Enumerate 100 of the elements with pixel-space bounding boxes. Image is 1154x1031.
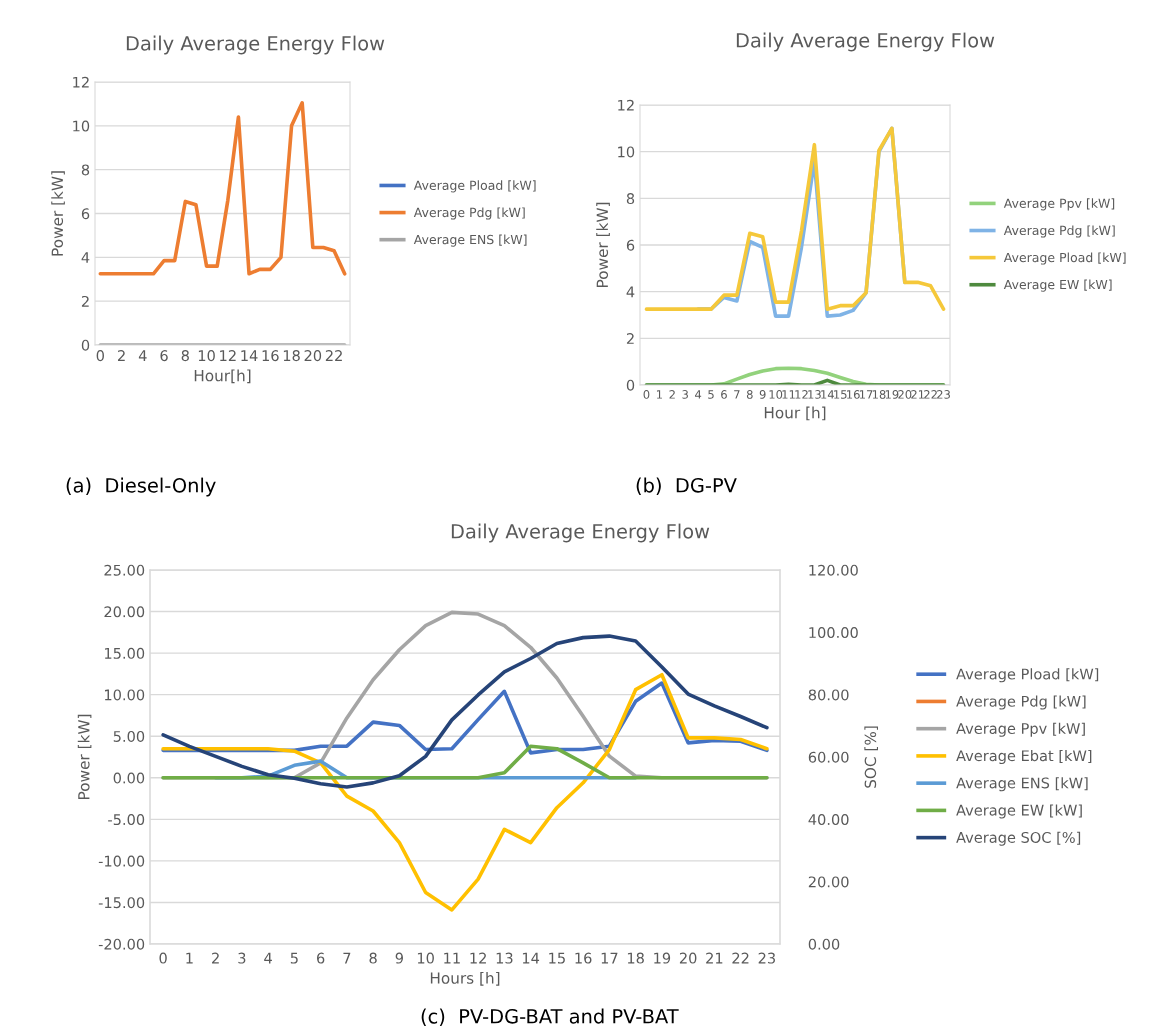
legend-label: Average SOC [%] (956, 831, 1081, 846)
legend-label: Average ENS [kW] (413, 234, 527, 247)
legend-label: Average Ppv [kW] (956, 722, 1085, 737)
x-tick-label: 2 (669, 390, 675, 399)
x-tick-label: 18 (283, 350, 300, 362)
y-tick-label: 8 (81, 164, 90, 176)
x-tick-label: 20 (304, 350, 322, 362)
x-tick-label: 5 (290, 952, 298, 964)
x-tick-label: 0 (159, 952, 167, 964)
y-axis-title: Power [kW] (77, 714, 92, 799)
y-tick-label: 6 (81, 208, 90, 220)
line-series (644, 126, 946, 311)
y-tick-label: 6 (626, 239, 635, 251)
x-tick-label: 0 (643, 390, 650, 399)
y-tick-label: -10.00 (98, 855, 145, 867)
x-tick-label: 9 (759, 390, 766, 399)
x-tick-label: 15 (549, 952, 565, 964)
x-tick-label: 8 (181, 350, 189, 362)
x-tick-label: 19 (654, 952, 671, 964)
chart-title: Daily Average Energy Flow (451, 523, 710, 543)
legend-label: Average EW [kW] (956, 804, 1082, 819)
y2-tick-label: 40.00 (808, 814, 849, 826)
x-tick-label: 4 (695, 390, 702, 399)
x-tick-label: 6 (721, 390, 727, 399)
legend-label: Average Pdg [kW] (1003, 225, 1115, 238)
y-tick-label: 10 (618, 146, 635, 158)
y-tick-label: 2 (626, 333, 634, 344)
x-tick-label: 16 (575, 952, 592, 964)
x-tick-label: 15 (834, 390, 847, 399)
y-tick-label: 8 (626, 193, 635, 205)
chart-title: Daily Average Energy Flow (736, 32, 995, 52)
x-tick-label: 11 (782, 390, 795, 399)
y-tick-label: 20.00 (104, 606, 145, 618)
x-tick-label: 20 (679, 952, 697, 964)
x-axis-title: Hour [h] (764, 406, 826, 421)
x-tick-label: 1 (186, 952, 193, 964)
line-series (98, 101, 347, 276)
x-tick-label: 16 (847, 390, 860, 399)
y-tick-label: 0 (626, 379, 635, 391)
x-tick-label: 19 (885, 390, 899, 399)
x-tick-label: 9 (395, 952, 403, 964)
x-tick-label: 6 (317, 952, 325, 964)
line-series (161, 744, 769, 780)
x-tick-label: 16 (262, 350, 279, 362)
x-tick-label: 6 (160, 350, 168, 362)
y-tick-label: 10.00 (104, 689, 145, 701)
x-tick-label: 11 (444, 952, 460, 964)
y2-tick-label: 20.00 (808, 876, 849, 888)
y-tick-label: 0 (81, 339, 90, 351)
y-tick-label: 10 (73, 120, 90, 132)
legend-label: Average Ppv [kW] (1003, 198, 1115, 211)
chart-title: Daily Average Energy Flow (126, 35, 385, 55)
y-tick-label: 4 (626, 286, 635, 298)
y-tick-label: 12 (618, 99, 634, 111)
y2-tick-label: 0.00 (808, 938, 840, 950)
y-tick-label: 5.00 (113, 730, 145, 742)
y-axis-title: Power [kW] (51, 171, 65, 256)
x-tick-label: 7 (343, 952, 351, 964)
y-tick-label: -15.00 (98, 897, 145, 909)
x-tick-label: 17 (601, 952, 618, 964)
y2-tick-label: 80.00 (808, 689, 849, 701)
x-tick-label: 22 (732, 952, 749, 964)
x-tick-label: 8 (746, 390, 753, 399)
x-tick-label: 22 (924, 390, 937, 399)
x-tick-label: 10 (417, 952, 434, 964)
line-series (161, 634, 769, 789)
x-tick-label: 3 (238, 952, 246, 964)
y2-axis-title: SOC [%] (864, 726, 878, 788)
text: (c) PV-DG-BAT and PV-BAT (421, 1008, 679, 1026)
legend-label: Average Pload [kW] (413, 180, 536, 193)
text: (b) DG-PV (636, 477, 737, 495)
x-tick-label: 10 (769, 390, 783, 399)
x-tick-label: 1 (656, 390, 662, 399)
y-tick-label: 0.00 (113, 772, 145, 784)
x-tick-label: 3 (682, 390, 688, 399)
x-tick-label: 13 (496, 952, 513, 964)
line-series (161, 672, 769, 912)
x-tick-label: 10 (198, 350, 215, 362)
x-tick-label: 5 (708, 390, 714, 399)
x-tick-label: 21 (706, 952, 723, 964)
x-tick-label: 2 (212, 952, 219, 964)
x-axis-title: Hours [h] (430, 972, 500, 986)
x-tick-label: 12 (220, 350, 236, 361)
x-tick-label: 18 (872, 390, 886, 399)
y-tick-label: 25.00 (104, 564, 145, 576)
x-tick-label: 23 (937, 390, 950, 399)
y-tick-label: 4 (81, 252, 90, 263)
y2-tick-label: 100.00 (809, 627, 858, 639)
x-tick-label: 18 (627, 952, 644, 964)
x-tick-label: 20 (898, 390, 912, 399)
y-tick-label: -20.00 (98, 938, 145, 950)
y-tick-label: 2 (81, 295, 89, 307)
x-axis-title: Hour[h] (194, 369, 251, 384)
x-tick-label: 4 (264, 952, 272, 964)
x-tick-label: 17 (859, 390, 873, 399)
x-tick-label: 14 (522, 952, 540, 964)
legend-label: Average EW [kW] (1003, 279, 1112, 292)
x-tick-label: 8 (369, 952, 377, 964)
y-tick-label: 15.00 (104, 647, 145, 659)
x-tick-label: 14 (241, 350, 258, 361)
